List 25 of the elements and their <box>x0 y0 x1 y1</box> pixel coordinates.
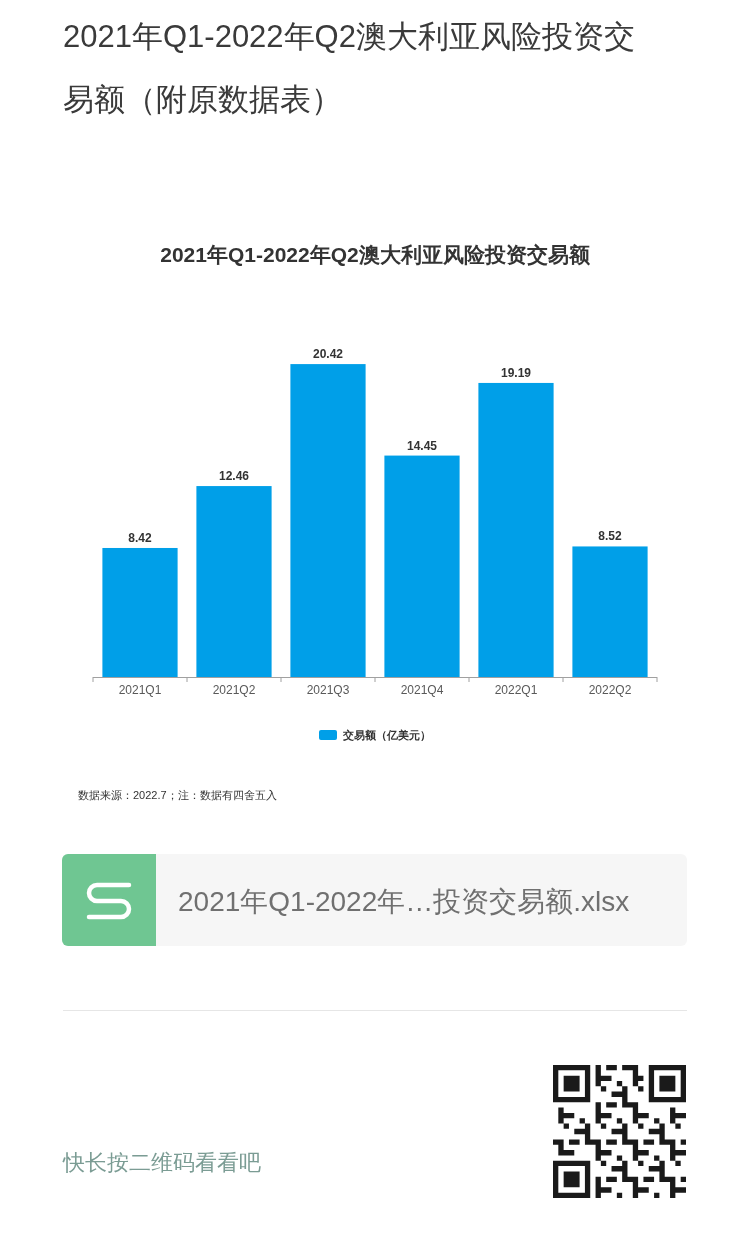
x-tick-label: 2021Q2 <box>212 683 256 697</box>
x-tick-label: 2021Q1 <box>118 683 162 697</box>
bar <box>290 364 366 677</box>
chart-subtitle: 2021年Q1-2022年Q2澳大利亚风险投资交易额 <box>160 243 591 266</box>
data-label: 8.52 <box>598 529 622 544</box>
bar <box>478 382 554 677</box>
data-label: 8.42 <box>128 530 152 545</box>
text: 快长按二维码看看吧 <box>63 1149 261 1177</box>
x-tick-label: 2022Q2 <box>588 683 632 697</box>
bar <box>384 455 460 677</box>
data-label: 14.45 <box>406 438 438 453</box>
source-note: 数据来源：2022.7；注：数据有四舍五入 <box>78 789 277 801</box>
data-label: 12.46 <box>218 469 250 484</box>
text: 2021年Q1-2022年…投资交易额.xlsx <box>178 885 630 919</box>
data-label: 19.19 <box>500 365 532 380</box>
x-tick-label: 2021Q4 <box>400 683 444 697</box>
x-tick-label: 2022Q1 <box>494 683 538 697</box>
x-tick-label: 2021Q3 <box>306 683 350 697</box>
legend: 交易额（亿美元） <box>319 729 431 741</box>
bar <box>102 547 178 677</box>
bar <box>196 486 272 677</box>
bar <box>572 546 648 677</box>
legend-label: 交易额（亿美元） <box>342 729 431 742</box>
data-label: 20.42 <box>312 347 344 362</box>
chart-title: 2021年Q1-2022年Q2澳大利亚风险投资交易额（附原数据表） <box>63 18 636 119</box>
